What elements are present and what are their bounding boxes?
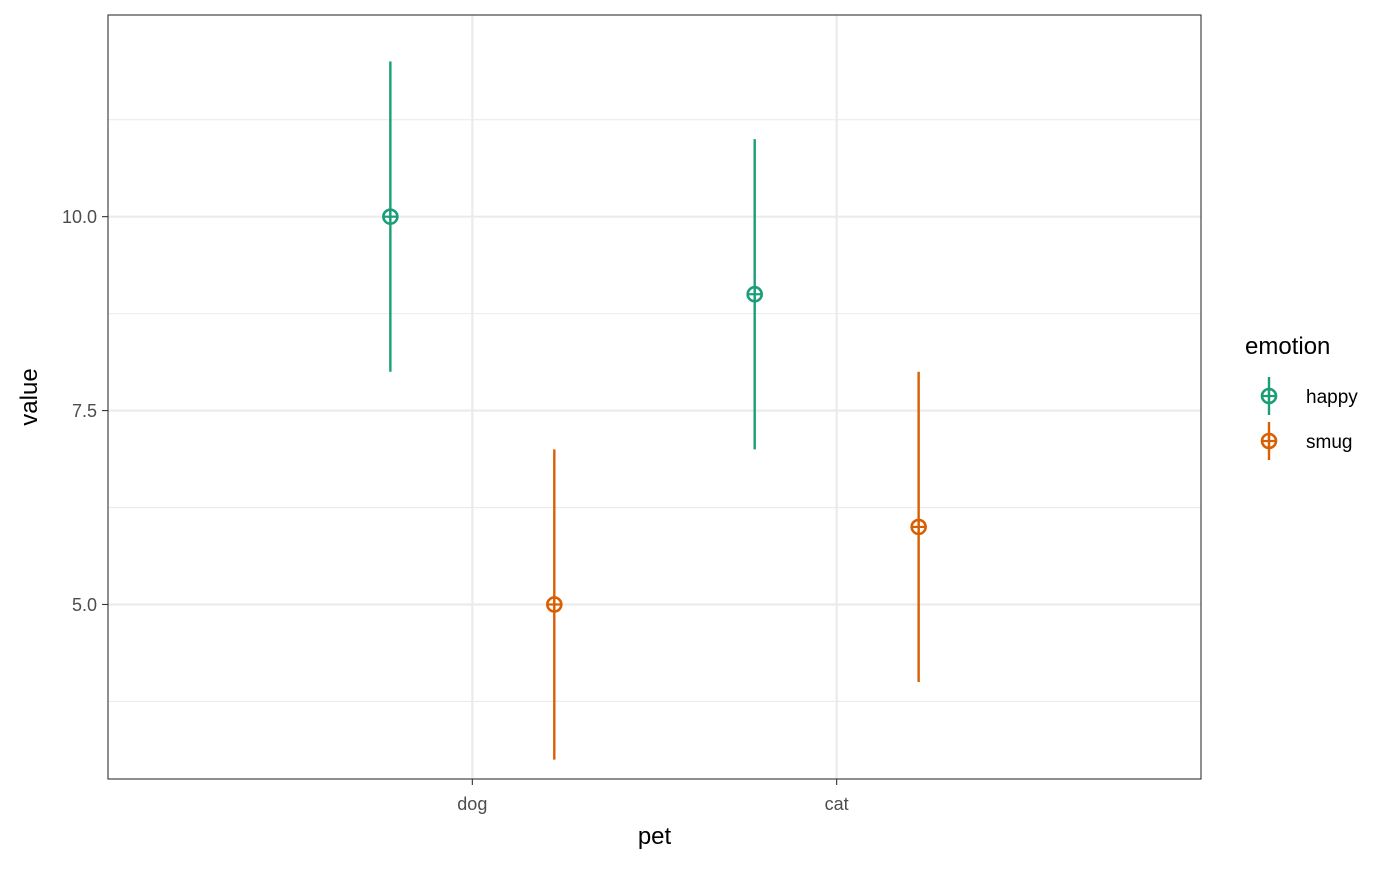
panel-border <box>107 14 1202 780</box>
legend-items: happy smug <box>1260 377 1358 460</box>
axes-layer: 5.0 7.5 10.0 dog cat <box>62 207 849 814</box>
legend-key-happy <box>1260 377 1278 415</box>
x-tick-label: cat <box>825 794 849 814</box>
legend-key-point <box>1260 387 1278 405</box>
legend-label-happy: happy <box>1306 387 1358 408</box>
x-tick-label: dog <box>457 794 487 814</box>
point-happy-dog <box>382 208 399 225</box>
legend-key-smug <box>1260 422 1278 460</box>
grid-layer <box>108 15 1201 779</box>
y-tick-label: 7.5 <box>72 401 97 421</box>
point-smug-cat <box>910 518 927 536</box>
legend: emotion happy smug <box>1245 333 1358 460</box>
y-tick-label: 10.0 <box>62 207 97 227</box>
x-axis-title: pet <box>638 823 672 850</box>
point-smug-dog <box>546 596 563 613</box>
legend-title: emotion <box>1245 333 1330 360</box>
legend-label-smug: smug <box>1306 432 1352 453</box>
y-axis-title: value <box>16 368 43 425</box>
marks-layer <box>382 61 927 760</box>
legend-key-point <box>1260 432 1278 450</box>
point-happy-cat <box>746 285 763 303</box>
panel-background <box>108 15 1201 779</box>
y-tick-label: 5.0 <box>72 595 97 615</box>
